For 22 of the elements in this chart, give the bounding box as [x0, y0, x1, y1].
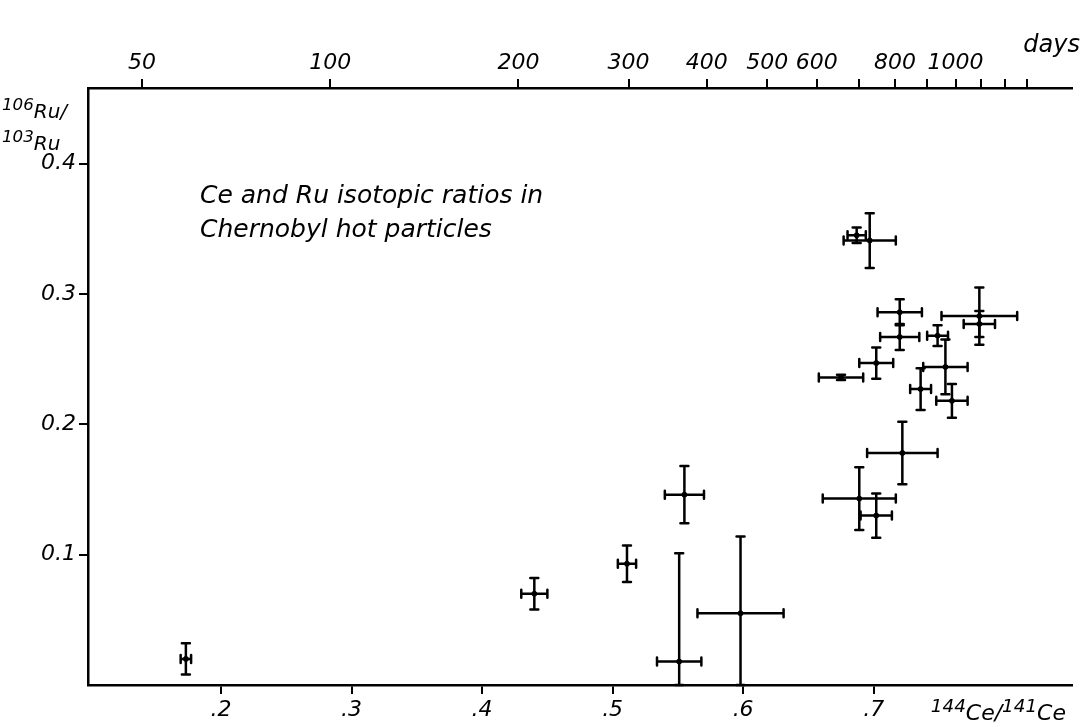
x-tick-label: .7	[863, 695, 885, 721]
x2-tick-label: 1000	[927, 48, 984, 74]
x2-tick-label: 100	[309, 48, 352, 74]
x2-tick-label: 50	[127, 48, 156, 74]
x-tick-label: .3	[341, 695, 363, 721]
text: Ce and Ru isotopic ratios in Chernobyl hot particles	[200, 179, 545, 245]
x2-tick-label: 400	[685, 48, 728, 74]
x2-tick-label: 300	[607, 48, 650, 74]
x2-tick-label: 200	[497, 48, 540, 74]
x-axis-title: $^{144}$Ce/$^{141}$Ce	[930, 694, 1066, 725]
x-tick-label: .5	[602, 695, 624, 721]
x-tick-label: .4	[471, 695, 493, 721]
x-tick-label: .2	[210, 695, 232, 721]
y-tick-label: 0.3	[41, 279, 76, 305]
y-tick-label: 0.1	[41, 540, 76, 566]
x-tick-label: .6	[732, 695, 754, 721]
x2-tick-label: 800	[873, 48, 916, 74]
x2-axis-title: days	[1023, 30, 1080, 58]
y-tick-label: 0.4	[41, 149, 76, 175]
x2-tick-label: 600	[795, 48, 838, 74]
x2-tick-label: 500	[746, 48, 789, 74]
y-tick-label: 0.2	[41, 410, 76, 436]
